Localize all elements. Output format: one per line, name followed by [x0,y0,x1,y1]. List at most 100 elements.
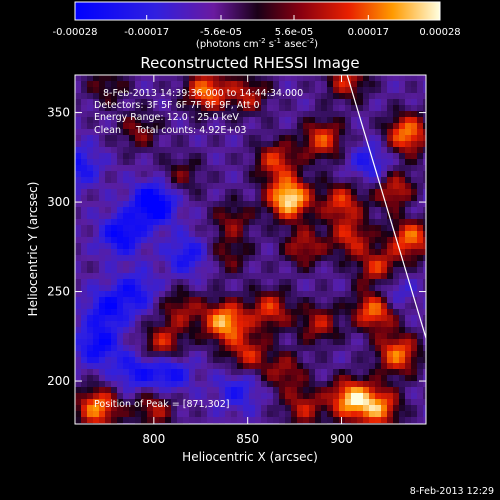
heatmap-cell [291,111,297,117]
heatmap-cell [213,123,219,129]
heatmap-cell [75,147,81,153]
heatmap-cell [405,81,411,87]
heatmap-cell [267,183,273,189]
heatmap-cell [261,309,267,315]
heatmap-cell [123,183,129,189]
heatmap-cell [99,87,105,93]
heatmap-cell [369,315,375,321]
heatmap-cell [255,87,261,93]
heatmap-cell [315,201,321,207]
heatmap-cell [333,285,339,291]
heatmap-cell [381,327,387,333]
heatmap-cell [297,285,303,291]
heatmap-cell [267,357,273,363]
heatmap-cell [297,273,303,279]
heatmap-cell [321,249,327,255]
heatmap-cell [207,339,213,345]
heatmap-cell [363,387,369,393]
heatmap-cell [285,345,291,351]
heatmap-cell [117,261,123,267]
heatmap-cell [195,321,201,327]
heatmap-cell [93,99,99,105]
heatmap-cell [159,351,165,357]
heatmap-cell [345,207,351,213]
heatmap-cell [75,135,81,141]
heatmap-cell [135,201,141,207]
heatmap-cell [147,399,153,405]
heatmap-cell [423,147,426,153]
heatmap-cell [399,123,405,129]
heatmap-cell [369,267,375,273]
heatmap-cell [87,117,93,123]
heatmap-cell [387,321,393,327]
heatmap-cell [129,285,135,291]
heatmap-cell [423,297,426,303]
heatmap-cell [141,111,147,117]
heatmap-cell [123,147,129,153]
heatmap-cell [165,129,171,135]
heatmap-cell [225,87,231,93]
heatmap-cell [81,351,87,357]
heatmap-cell [411,417,417,423]
heatmap-cell [219,405,225,411]
heatmap-cell [81,399,87,405]
heatmap-cell [81,411,87,417]
heatmap-cell [369,297,375,303]
heatmap-cell [189,291,195,297]
heatmap-cell [231,123,237,129]
heatmap-cell [153,189,159,195]
heatmap-cell [219,135,225,141]
heatmap-cell [321,345,327,351]
heatmap-cell [135,117,141,123]
heatmap-cell [387,273,393,279]
heatmap-cell [405,321,411,327]
heatmap-cell [261,213,267,219]
heatmap-cell [105,135,111,141]
heatmap-cell [231,105,237,111]
heatmap-cell [327,183,333,189]
heatmap-cell [297,147,303,153]
heatmap-cell [249,93,255,99]
heatmap-cell [285,351,291,357]
heatmap-cell [387,387,393,393]
heatmap-cell [339,153,345,159]
heatmap-cell [189,147,195,153]
heatmap-cell [141,219,147,225]
heatmap-cell [171,297,177,303]
heatmap-cell [309,141,315,147]
heatmap-cell [141,357,147,363]
heatmap-cell [387,75,393,81]
heatmap-cell [345,171,351,177]
heatmap-cell [135,399,141,405]
heatmap-cell [423,351,426,357]
heatmap-cell [339,159,345,165]
heatmap-cell [189,375,195,381]
heatmap-cell [87,411,93,417]
heatmap-cell [231,225,237,231]
heatmap-cell [75,177,81,183]
heatmap-cell [255,243,261,249]
heatmap-cell [141,207,147,213]
heatmap-cell [159,291,165,297]
heatmap-cell [195,297,201,303]
heatmap-cell [297,267,303,273]
heatmap-cell [117,105,123,111]
heatmap-cell [141,171,147,177]
heatmap-cell [405,225,411,231]
heatmap-cell [417,195,423,201]
heatmap-cell [261,261,267,267]
heatmap-cell [243,201,249,207]
heatmap-cell [375,129,381,135]
heatmap-cell [243,195,249,201]
heatmap-cell [261,405,267,411]
heatmap-cell [411,255,417,261]
heatmap-cell [387,399,393,405]
heatmap-cell [243,411,249,417]
heatmap-cell [411,291,417,297]
heatmap-cell [219,81,225,87]
heatmap-cell [345,321,351,327]
heatmap-cell [135,375,141,381]
heatmap-cell [153,207,159,213]
heatmap-cell [243,249,249,255]
heatmap-cell [123,177,129,183]
